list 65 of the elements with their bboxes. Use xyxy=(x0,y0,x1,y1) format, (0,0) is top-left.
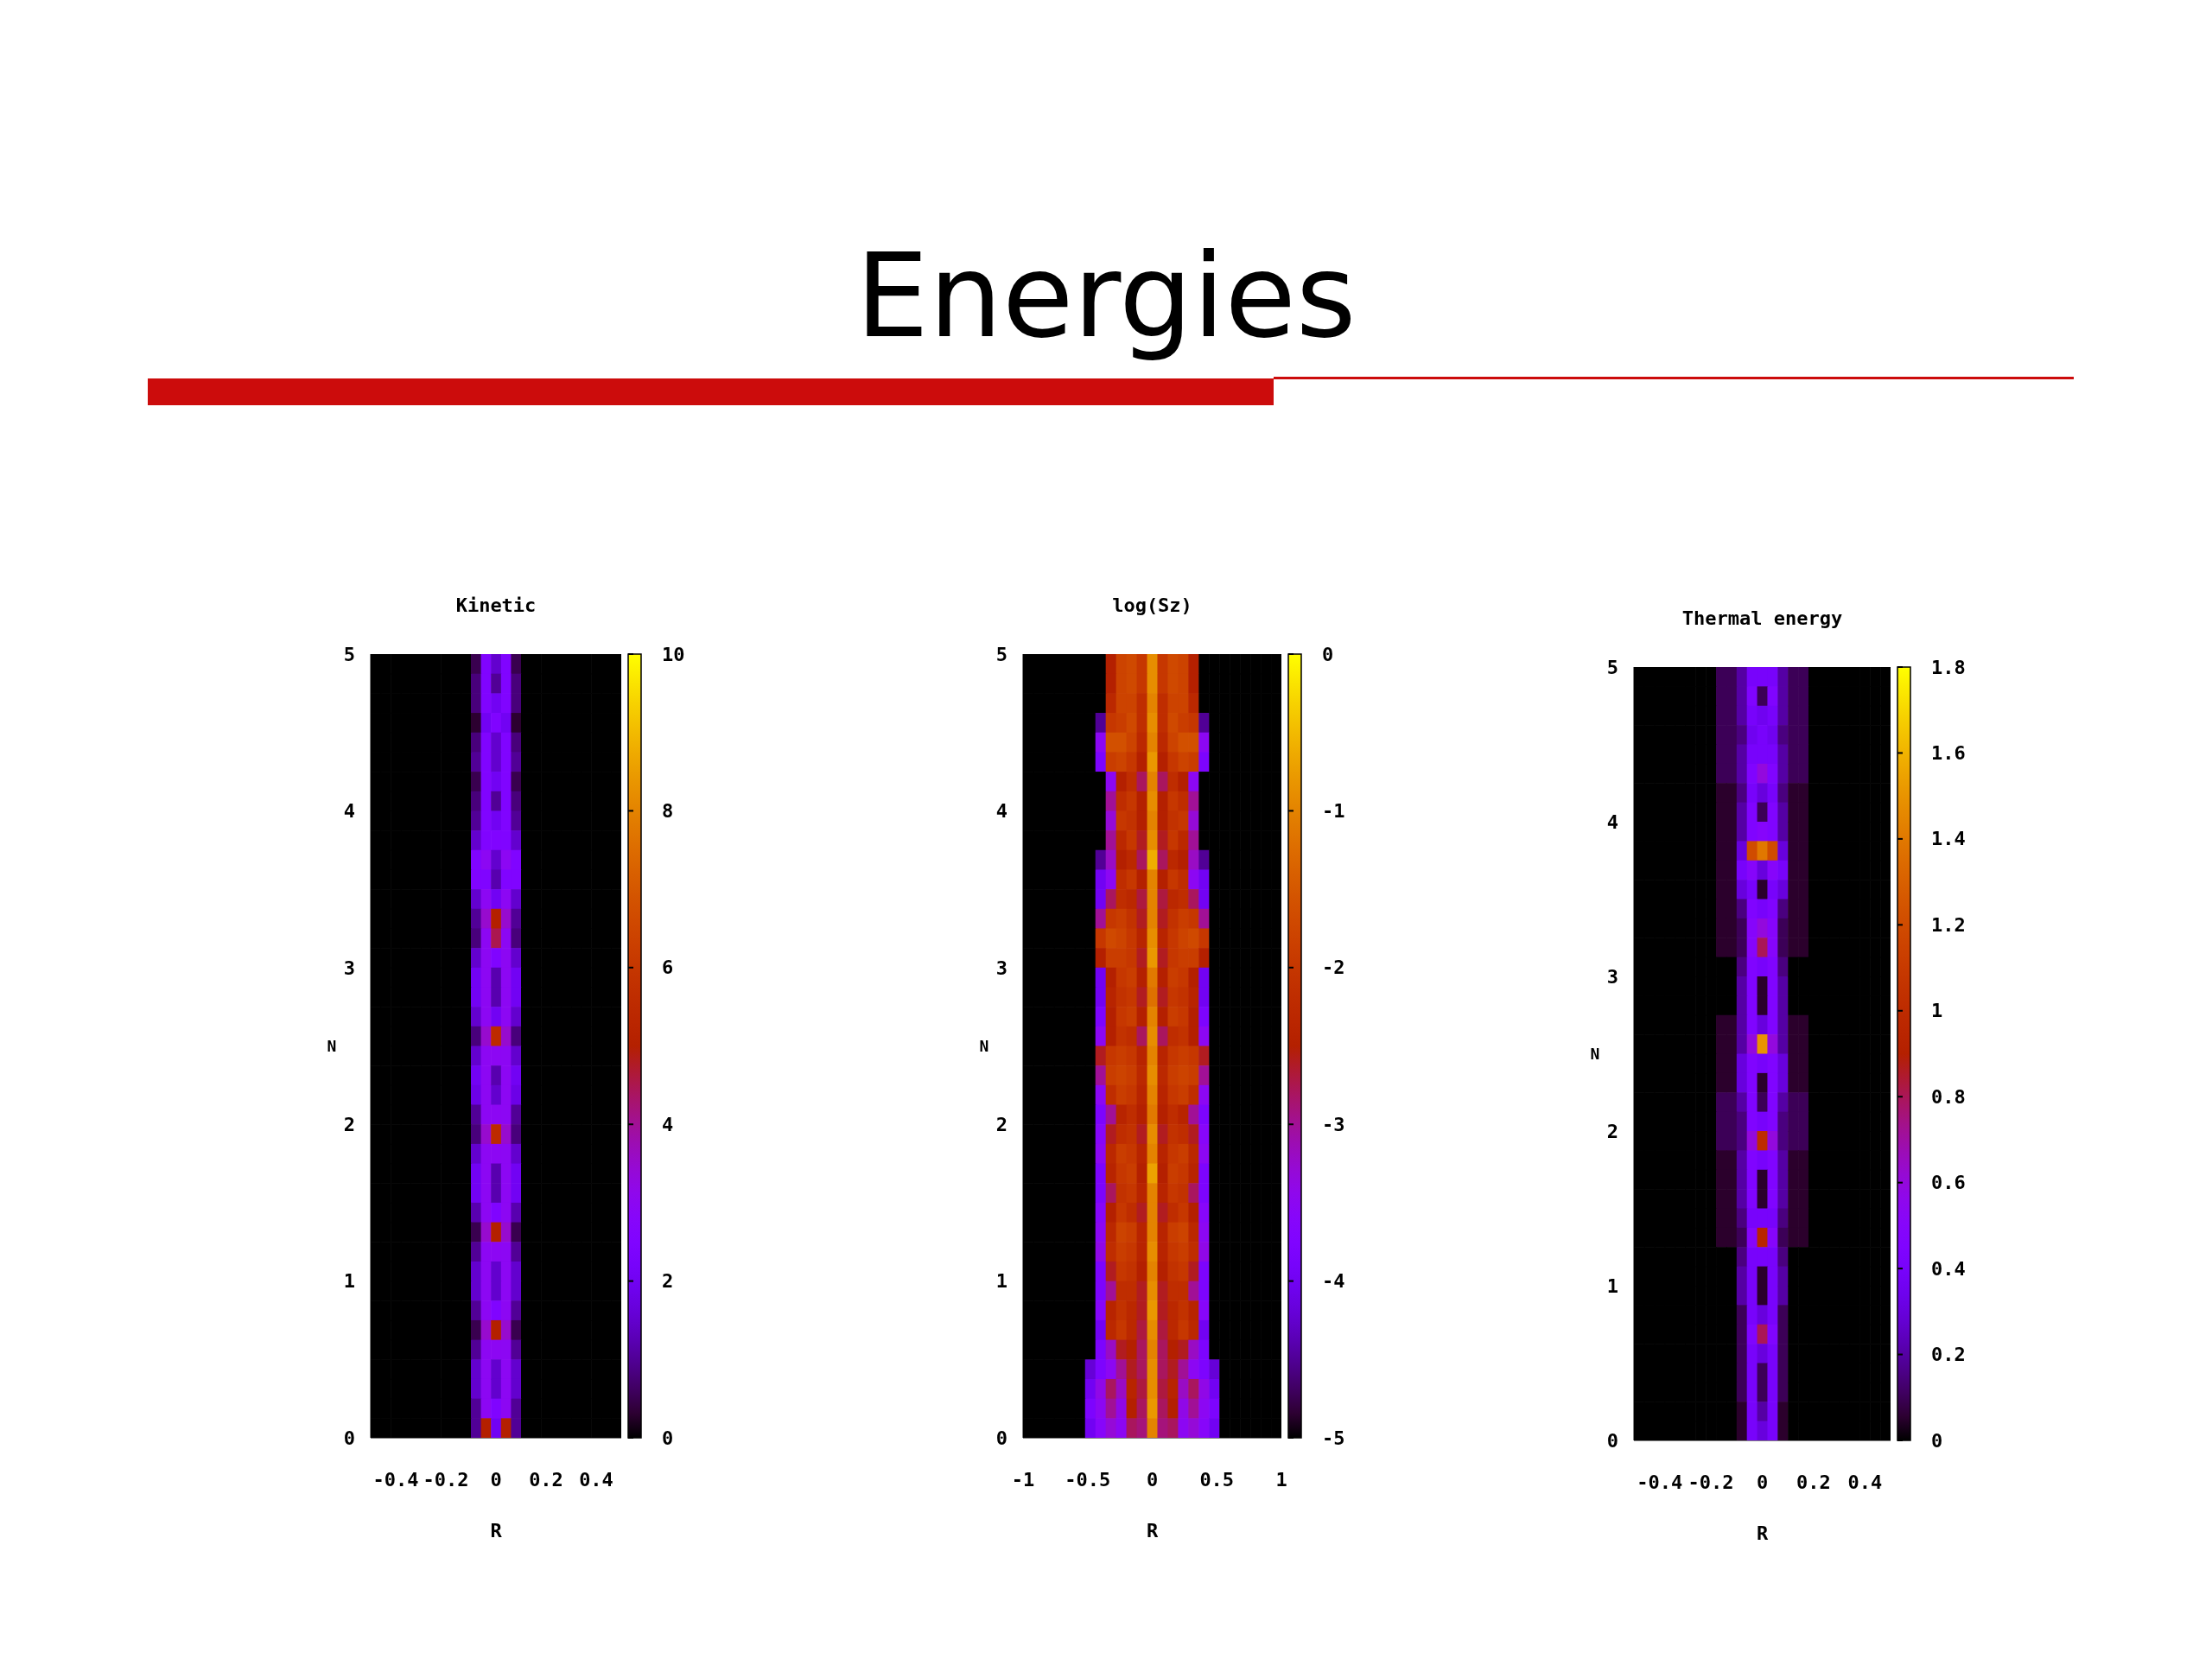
y-axis-title: N xyxy=(979,1036,989,1055)
color-bar-label: 0.8 xyxy=(1931,1085,1966,1108)
x-tick-label: -0.5 xyxy=(1065,1468,1111,1491)
color-bar-label: 0.4 xyxy=(1931,1257,1966,1280)
y-tick-label: 4 xyxy=(1606,810,1618,833)
y-tick-label: 2 xyxy=(1606,1120,1618,1142)
color-bar-label: 0 xyxy=(1322,643,1334,665)
text: Energies xyxy=(855,229,1357,364)
color-bar-label: 1.8 xyxy=(1931,656,1966,678)
y-tick-label: 1 xyxy=(343,1270,355,1293)
y-tick-label: 4 xyxy=(343,800,355,823)
color-bar-label: 10 xyxy=(662,643,685,665)
x-tick-label: 1 xyxy=(1275,1468,1287,1491)
color-bar-label: -3 xyxy=(1322,1113,1345,1135)
x-tick-label: 0.5 xyxy=(1199,1468,1235,1491)
color-bar-label: -2 xyxy=(1322,957,1345,979)
y-tick-label: 3 xyxy=(343,957,355,979)
x-tick-label: -0.4 xyxy=(372,1468,419,1491)
chart-title: Kinetic xyxy=(455,594,537,616)
y-axis-title: N xyxy=(327,1036,337,1055)
chart-title: Thermal energy xyxy=(1681,607,1843,629)
color-bar-label: 1.6 xyxy=(1931,741,1966,764)
y-tick-label: 0 xyxy=(343,1427,355,1449)
color-bar-label: 6 xyxy=(662,957,674,979)
x-tick-label: 0.2 xyxy=(529,1468,563,1491)
color-bar-label: -4 xyxy=(1322,1270,1345,1293)
y-tick-label: 4 xyxy=(995,800,1007,823)
color-bar-label: 0 xyxy=(1931,1429,1943,1452)
x-axis-title: R xyxy=(490,1520,502,1541)
color-bar-label: 1.4 xyxy=(1931,828,1966,850)
y-tick-label: 3 xyxy=(995,957,1007,979)
x-tick-label: -1 xyxy=(1011,1468,1035,1491)
x-tick-label: -0.4 xyxy=(1637,1471,1683,1493)
x-tick-label: -0.2 xyxy=(423,1468,469,1491)
y-tick-label: 5 xyxy=(343,643,355,665)
chart-title: log(Sz) xyxy=(1112,594,1192,616)
y-axis-title: N xyxy=(1590,1044,1600,1063)
color-bar-label: 1.2 xyxy=(1931,913,1966,936)
y-tick-label: 5 xyxy=(995,643,1007,665)
color-bar-label: -5 xyxy=(1322,1427,1345,1449)
x-tick-label: 0 xyxy=(1146,1468,1159,1491)
x-tick-label: 0 xyxy=(1756,1471,1769,1493)
y-tick-label: 0 xyxy=(1606,1429,1618,1452)
color-bar-label: 0 xyxy=(662,1427,674,1449)
y-tick-label: 2 xyxy=(343,1114,355,1136)
x-tick-label: 0.2 xyxy=(1796,1471,1831,1493)
y-tick-label: 2 xyxy=(995,1114,1007,1136)
color-bar-label: 0.2 xyxy=(1931,1344,1966,1366)
x-axis-title: R xyxy=(1756,1522,1769,1544)
x-axis-title: R xyxy=(1146,1520,1159,1541)
x-tick-label: -0.2 xyxy=(1688,1471,1734,1493)
y-tick-label: 3 xyxy=(1606,965,1618,988)
x-tick-label: 0.4 xyxy=(1847,1471,1883,1493)
x-tick-label: 0 xyxy=(490,1468,502,1491)
x-tick-label: 0.4 xyxy=(579,1468,613,1491)
color-bar-label: 2 xyxy=(662,1270,674,1293)
color-bar-label: 4 xyxy=(662,1113,674,1135)
y-tick-label: 1 xyxy=(995,1270,1007,1293)
y-tick-label: 0 xyxy=(995,1427,1007,1449)
color-bar-label: -1 xyxy=(1322,799,1345,822)
y-tick-label: 5 xyxy=(1606,656,1618,678)
color-bar-label: 8 xyxy=(662,799,674,822)
color-bar-label: 0.6 xyxy=(1931,1172,1966,1194)
color-bar-label: 1 xyxy=(1931,1000,1943,1022)
y-tick-label: 1 xyxy=(1606,1274,1618,1297)
